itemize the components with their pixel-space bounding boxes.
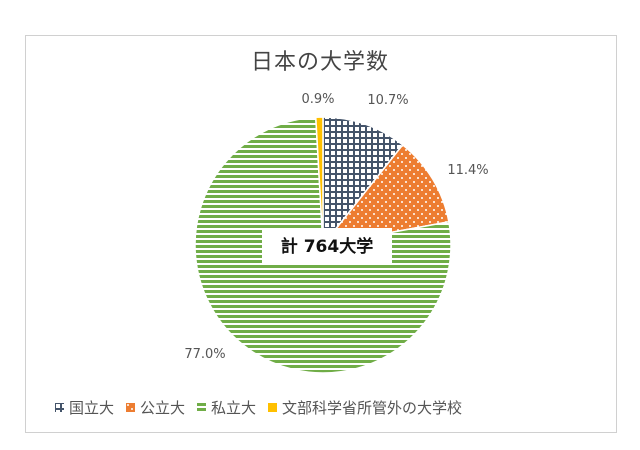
center-label-box: 計 764大学	[262, 228, 392, 264]
legend-item-1: 国立大	[55, 397, 114, 418]
slice-label-2: 11.4%	[447, 163, 488, 178]
legend-label: 公立大	[140, 398, 186, 417]
legend-item-3: 私立大	[197, 397, 256, 418]
legend-label: 私立大	[211, 398, 257, 417]
legend: 国立大 公立大 私立大 文部科学省所管外の大学校	[55, 392, 615, 422]
legend-item-4: 文部科学省所管外の大学校	[268, 397, 462, 418]
slice-label-3: 77.0%	[184, 347, 225, 362]
chart-title: 日本の大学数	[250, 50, 389, 75]
slice-label-1: 10.7%	[367, 93, 408, 108]
legend-swatch	[55, 402, 64, 412]
legend-label: 文部科学省所管外の大学校	[282, 398, 463, 417]
pie-slice-4	[314, 116, 324, 246]
slice-label-4: 0.9%	[301, 92, 334, 107]
pie-slice-2	[321, 143, 450, 247]
legend-item-2: 公立大	[126, 397, 185, 418]
center-label: 計 764大学	[281, 236, 373, 257]
legend-label: 国立大	[69, 398, 115, 417]
legend-swatch	[197, 402, 207, 412]
legend-swatch	[268, 402, 278, 412]
pie-slice-1	[322, 116, 404, 248]
legend-swatch	[126, 402, 136, 412]
